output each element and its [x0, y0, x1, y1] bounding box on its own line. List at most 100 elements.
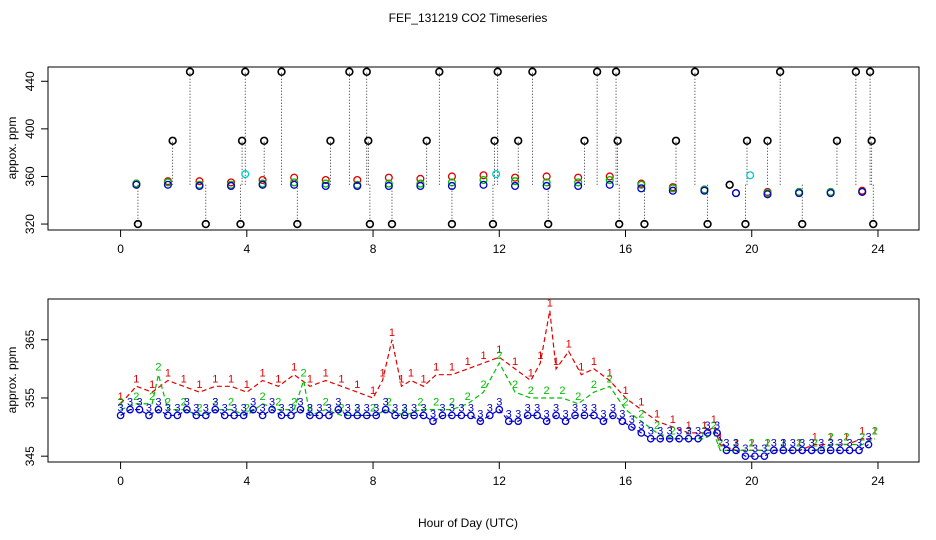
top-x-tick-label: 0	[117, 242, 124, 256]
series-3-label: 3	[657, 426, 663, 438]
bottom-y-axis-label: approx. ppm	[5, 347, 19, 414]
series-3-label: 3	[184, 397, 190, 409]
figure-background	[0, 0, 936, 540]
series-2-label: 2	[149, 391, 155, 403]
series-1-label: 1	[537, 350, 543, 362]
series-1-label: 1	[338, 373, 344, 385]
series-3-label: 3	[865, 432, 871, 444]
series-2-label: 2	[607, 373, 613, 385]
bottom-x-tick-label: 20	[745, 474, 759, 488]
bottom-x-tick-label: 12	[493, 474, 507, 488]
series-1-label: 1	[323, 368, 329, 380]
series-1-label: 1	[165, 368, 171, 380]
series-3-label: 3	[127, 397, 133, 409]
series-3-label: 3	[260, 402, 266, 414]
bottom-x-tick-label: 0	[117, 474, 124, 488]
series-2-label: 2	[622, 397, 628, 409]
series-3-label: 3	[288, 402, 294, 414]
top-y-axis-label: appox. ppm	[5, 117, 19, 180]
series-2-label: 2	[528, 385, 534, 397]
series-1-label: 1	[212, 373, 218, 385]
series-3-label: 3	[402, 402, 408, 414]
series-3-label: 3	[250, 397, 256, 409]
series-3-label: 3	[430, 408, 436, 420]
series-1-label: 1	[547, 298, 553, 310]
series-3-label: 3	[212, 397, 218, 409]
top-y-tick-label: 320	[23, 214, 37, 234]
series-1-label: 1	[379, 368, 385, 380]
series-3-label: 3	[629, 414, 635, 426]
series-1-label: 1	[433, 362, 439, 374]
series-1-label: 1	[149, 379, 155, 391]
series-1-label: 1	[591, 356, 597, 368]
series-3-label: 3	[553, 402, 559, 414]
series-3-label: 3	[155, 397, 161, 409]
series-3-label: 3	[203, 402, 209, 414]
series-1-label: 1	[275, 373, 281, 385]
series-1-label: 1	[465, 356, 471, 368]
series-1-label: 1	[566, 338, 572, 350]
series-3-label: 3	[335, 397, 341, 409]
series-2-label: 2	[260, 391, 266, 403]
series-3-label: 3	[581, 402, 587, 414]
series-3-label: 3	[534, 402, 540, 414]
series-3-label: 3	[345, 402, 351, 414]
series-1-label: 1	[408, 368, 414, 380]
series-3-label: 3	[752, 443, 758, 455]
series-2-label: 2	[591, 379, 597, 391]
series-3-label: 3	[477, 408, 483, 420]
series-1-label: 1	[480, 350, 486, 362]
bottom-x-tick-label: 16	[619, 474, 633, 488]
series-3-label: 3	[799, 437, 805, 449]
series-2-label: 2	[638, 408, 644, 420]
series-3-label: 3	[809, 437, 815, 449]
series-1-label: 1	[260, 368, 266, 380]
series-2-label: 2	[480, 379, 486, 391]
series-3-label: 3	[193, 402, 199, 414]
series-3-label: 3	[619, 408, 625, 420]
series-2-label: 2	[575, 391, 581, 403]
top-x-tick-label: 8	[370, 242, 377, 256]
series-1-label: 1	[449, 362, 455, 374]
series-3-label: 3	[165, 402, 171, 414]
series-1-label: 1	[291, 362, 297, 374]
series-2-label: 2	[512, 379, 518, 391]
series-3-label: 3	[544, 408, 550, 420]
top-x-tick-label: 16	[619, 242, 633, 256]
series-1-label: 1	[196, 379, 202, 391]
chart-title: FEF_131219 CO2 Timeseries	[389, 11, 548, 25]
series-1-label: 1	[133, 373, 139, 385]
series-2-label: 2	[301, 368, 307, 380]
series-3-label: 3	[468, 402, 474, 414]
top-y-tick-label: 440	[23, 71, 37, 91]
series-3-label: 3	[231, 402, 237, 414]
series-2-label: 2	[465, 391, 471, 403]
series-3-label: 3	[383, 397, 389, 409]
series-3-label: 3	[856, 437, 862, 449]
series-1-label: 1	[354, 379, 360, 391]
series-3-label: 3	[420, 402, 426, 414]
top-y-tick-label: 400	[23, 119, 37, 139]
series-2-label: 2	[496, 350, 502, 362]
series-3-label: 3	[591, 402, 597, 414]
series-3-label: 3	[723, 437, 729, 449]
series-3-label: 3	[828, 437, 834, 449]
series-1-label: 1	[398, 373, 404, 385]
series-3-label: 3	[686, 426, 692, 438]
series-3-label: 3	[818, 437, 824, 449]
series-3-label: 3	[648, 426, 654, 438]
series-3-label: 3	[847, 437, 853, 449]
series-3-label: 3	[562, 408, 568, 420]
series-3-label: 3	[515, 408, 521, 420]
series-3-label: 3	[326, 402, 332, 414]
series-3-label: 3	[638, 420, 644, 432]
series-3-label: 3	[269, 397, 275, 409]
chart-figure: FEF_131219 CO2 Timeseries 320360400440 0…	[0, 0, 936, 540]
series-1-label: 1	[244, 379, 250, 391]
series-3-label: 3	[525, 402, 531, 414]
series-3-label: 3	[496, 397, 502, 409]
series-3-label: 3	[487, 402, 493, 414]
series-1-label: 1	[420, 373, 426, 385]
series-3-label: 3	[316, 402, 322, 414]
bottom-y-tick-label: 345	[23, 446, 37, 466]
